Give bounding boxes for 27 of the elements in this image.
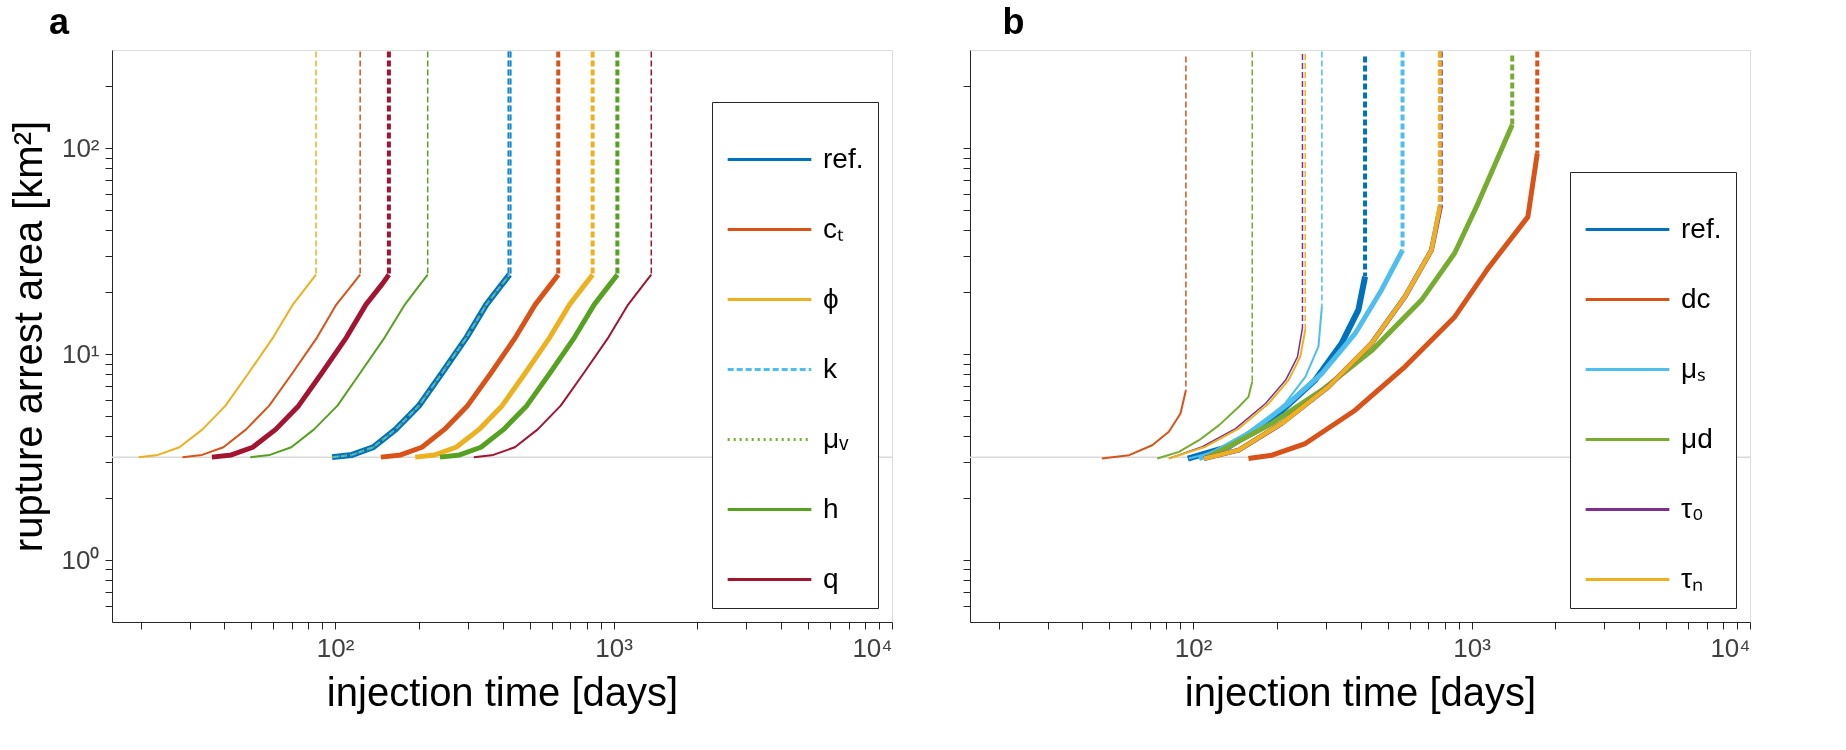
- x-axis-title: injection time [days]: [1184, 669, 1537, 714]
- x-tick-label: 10²: [316, 632, 355, 663]
- x-axis-title: injection time [days]: [326, 669, 679, 714]
- y-tick-label: 10²: [61, 132, 100, 163]
- legend-label: h: [823, 492, 839, 524]
- legend-label: cₜ: [823, 212, 844, 244]
- y-tick-label: 10⁰: [61, 544, 100, 575]
- legend-label: μₛ: [1681, 352, 1707, 384]
- x-tick-label: 10³: [1453, 632, 1492, 663]
- x-tick-label: 10³: [595, 632, 634, 663]
- x-tick-label: 10⁴: [1710, 632, 1751, 663]
- chart-title: b: [1002, 0, 1025, 42]
- legend-label: q: [823, 562, 839, 594]
- chart-title: a: [49, 0, 71, 42]
- legend-label: τ₀: [1681, 492, 1704, 524]
- legend-label: μᵥ: [823, 422, 850, 454]
- legend-label: ϕ: [823, 282, 839, 314]
- x-tick-label: 10⁴: [852, 632, 893, 663]
- legend-label: ref.: [823, 142, 864, 174]
- legend-label: k: [823, 352, 838, 384]
- x-tick-label: 10²: [1174, 632, 1213, 663]
- legend-label: τₙ: [1681, 562, 1704, 594]
- legend-label: ref.: [1681, 212, 1722, 244]
- legend-label: dc: [1681, 282, 1711, 314]
- y-axis-title: rupture arrest area [km²]: [5, 120, 50, 553]
- legend-label: μd: [1681, 422, 1713, 454]
- y-tick-label: 10¹: [61, 338, 100, 369]
